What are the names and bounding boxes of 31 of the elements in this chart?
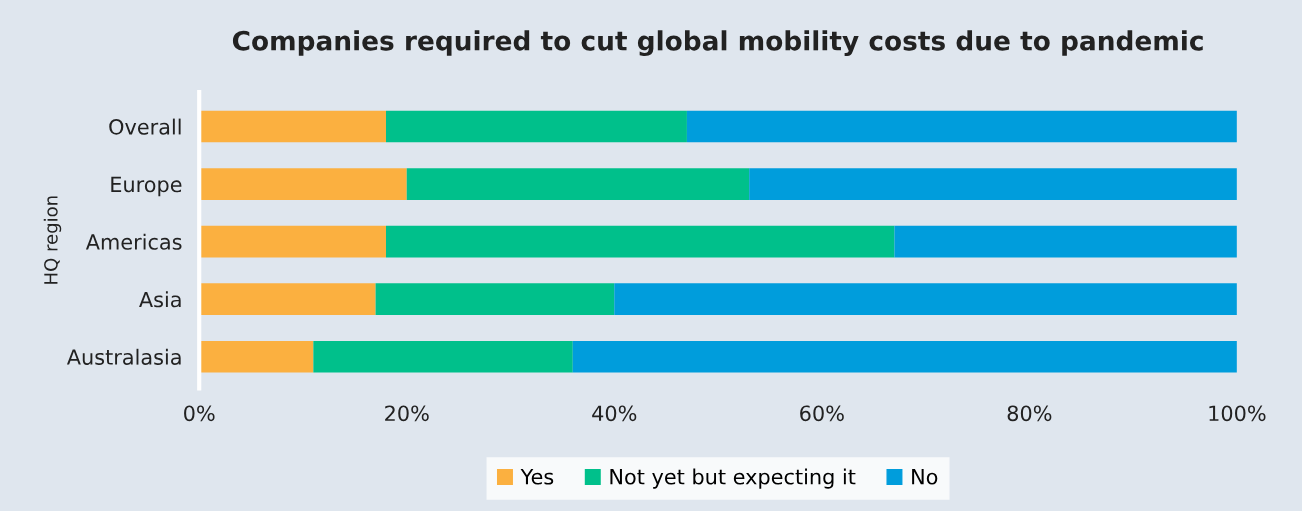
- y-tick-label: Asia: [139, 291, 181, 308]
- bar: [894, 225, 1237, 258]
- y-tick-label: Americas: [85, 233, 182, 250]
- bar: [199, 168, 407, 200]
- bar: [614, 283, 1237, 315]
- x-tick-label: 20%: [385, 405, 429, 422]
- bar: [686, 110, 1237, 143]
- y-tick-label: Overall: [109, 118, 181, 135]
- bar: [749, 168, 1237, 200]
- x-tick-label: 40%: [592, 405, 637, 422]
- x-tick-label: 0%: [184, 405, 215, 422]
- y-tick-label: Europe: [111, 176, 182, 197]
- chart-title: Companies required to cut global mobility costs due to pandemic: [232, 30, 1203, 57]
- x-tick-label: 80%: [1007, 405, 1052, 422]
- y-axis-title: HQ region: [43, 196, 62, 284]
- bar: [199, 283, 376, 315]
- x-tick-label: 100%: [1209, 405, 1266, 422]
- bar: [199, 110, 386, 143]
- bar: [313, 340, 573, 373]
- legend-label: Yes: [520, 469, 554, 485]
- bar: [199, 340, 314, 373]
- bar: [199, 225, 386, 258]
- bar: [406, 168, 750, 200]
- legend-label: No: [912, 469, 938, 485]
- y-tick-label: Australasia: [66, 348, 181, 365]
- bar: [385, 110, 687, 143]
- bar: [572, 340, 1237, 373]
- bar: [385, 225, 895, 258]
- legend-label: Not yet but expecting it: [610, 468, 856, 489]
- bar: [375, 283, 615, 315]
- x-tick-label: 60%: [800, 405, 844, 422]
